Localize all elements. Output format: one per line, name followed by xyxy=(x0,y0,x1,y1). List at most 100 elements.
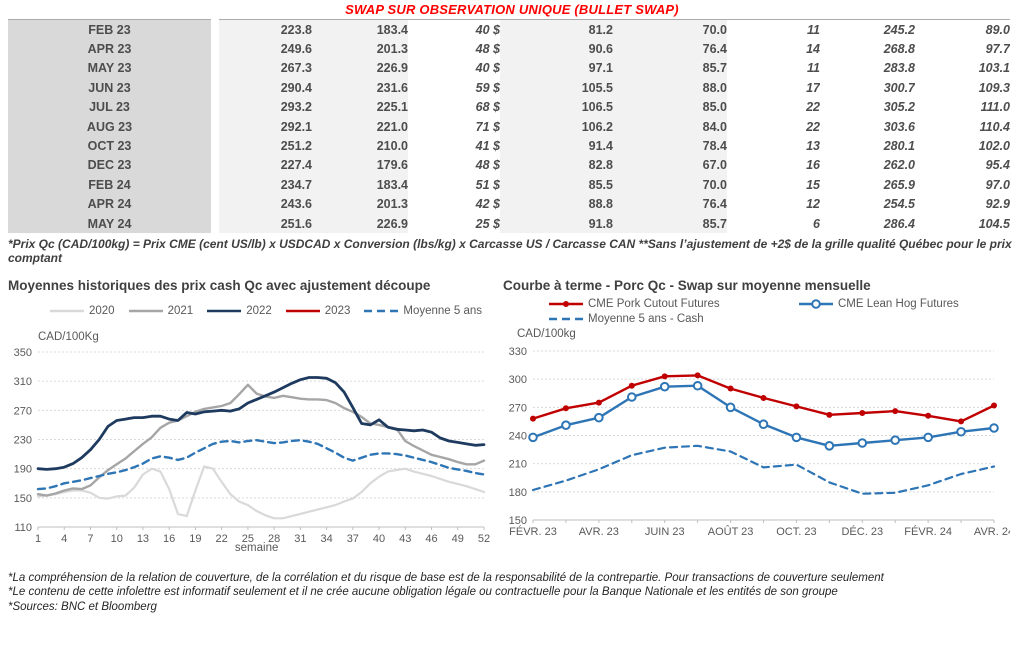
legend-item-cme-pork-cutout-futures: CME Pork Cutout Futures xyxy=(549,298,799,310)
x-tick-label: 31 xyxy=(294,533,306,545)
value-cell-c2: 183.4 xyxy=(312,175,408,195)
value-cell-c2: 226.9 xyxy=(312,58,408,79)
legend-item-cme-lean-hog-futures: CME Lean Hog Futures xyxy=(799,298,1024,310)
x-tick-label: 10 xyxy=(111,533,123,545)
value-cell-c5: 70.0 xyxy=(613,175,727,195)
value-cell-c5: 70.0 xyxy=(613,19,727,40)
data-point xyxy=(628,382,635,389)
x-tick-label: 22 xyxy=(216,533,228,545)
table-row: APR 23 249.6 201.3 48 $90.6 76.4 14 268.8 97.7 xyxy=(8,39,1010,59)
value-cell-c3: 40 $ xyxy=(408,19,500,40)
value-cell-c3: 41 $ xyxy=(408,136,500,156)
footnote-sources: *Sources: BNC et Bloomberg xyxy=(8,601,157,614)
legend-swatch xyxy=(799,298,833,309)
legend-swatch xyxy=(128,309,163,312)
charts-row: Moyennes historiques des prix cash Qc av… xyxy=(0,278,1024,558)
value-cell-c2: 225.1 xyxy=(312,97,408,117)
value-cell-c6: 17 xyxy=(727,78,820,98)
x-tick-label: AOÛT 23 xyxy=(708,525,754,538)
value-cell-c7: 280.1 xyxy=(820,136,915,156)
y-tick-label: 190 xyxy=(14,463,32,475)
value-cell-c5: 88.0 xyxy=(613,78,727,98)
value-cell-c5: 85.7 xyxy=(613,58,727,79)
data-point xyxy=(793,403,800,410)
legend-item-moyenne-5-ans: Moyenne 5 ans xyxy=(364,305,482,317)
value-cell-c1: 249.6 xyxy=(215,39,312,59)
table-row: JUL 23 293.2 225.1 68 $106.5 85.0 22 305.2 111.… xyxy=(8,97,1010,117)
data-point xyxy=(727,385,734,392)
x-tick-label: 19 xyxy=(189,533,201,545)
value-cell-c1: 234.7 xyxy=(215,175,312,195)
value-cell-c8: 92.9 xyxy=(915,194,1010,214)
value-cell-c1: 292.1 xyxy=(215,116,312,137)
footnote-disclaimer-1: *La compréhension de la relation de couv… xyxy=(8,571,884,584)
legend-swatch xyxy=(364,309,399,312)
month-cell: APR 23 xyxy=(8,39,219,59)
value-cell-c3: 25 $ xyxy=(408,213,500,234)
y-axis-unit-right: CAD/100kg xyxy=(517,327,576,340)
x-tick-label: FÉVR. 23 xyxy=(509,525,557,538)
value-cell-c4: 106.5 xyxy=(500,97,613,117)
table-row: APR 24 243.6 201.3 42 $88.8 76.4 12 254.5 92.9 xyxy=(8,194,1010,214)
value-cell-c4: 105.5 xyxy=(500,78,613,98)
value-cell-c4: 91.8 xyxy=(500,213,613,234)
month-cell: APR 24 xyxy=(8,194,219,214)
x-tick-label: AVR. 23 xyxy=(579,526,619,538)
x-tick-label: 46 xyxy=(425,533,437,545)
y-tick-label: 180 xyxy=(509,486,527,498)
data-point xyxy=(923,432,933,442)
value-cell-c1: 290.4 xyxy=(215,78,312,98)
table-row: JUN 23 290.4 231.6 59 $105.5 88.0 17 300.7 109.… xyxy=(8,78,1010,98)
weekly-price-line-chart: 110 150 190 230 270 310 350 1 4 7 10 13 16 19 22 25 28 31… xyxy=(14,347,490,554)
value-cell-c6: 14 xyxy=(727,39,820,59)
data-point xyxy=(857,437,868,448)
value-cell-c3: 51 $ xyxy=(408,175,500,195)
series-line-2021 xyxy=(36,383,486,497)
y-tick-label: 310 xyxy=(14,376,32,388)
month-cell: OCT 23 xyxy=(8,136,219,156)
y-tick-label: 210 xyxy=(509,458,527,470)
series-line-2020 xyxy=(36,465,486,520)
value-cell-c7: 245.2 xyxy=(820,19,915,40)
forward-curve-chart: Courbe à terme - Porc Qc - Swap sur moye… xyxy=(503,278,1020,558)
value-cell-c2: 183.4 xyxy=(312,19,408,40)
data-point xyxy=(859,409,866,416)
value-cell-c6: 11 xyxy=(727,58,820,79)
value-cell-c2: 179.6 xyxy=(312,155,408,176)
x-tick-label: 52 xyxy=(478,533,490,545)
data-point xyxy=(791,432,802,442)
value-cell-c8: 97.7 xyxy=(915,39,1010,59)
value-cell-c8: 110.4 xyxy=(915,116,1010,137)
value-cell-c2: 201.3 xyxy=(312,39,408,59)
data-point xyxy=(826,411,833,418)
x-tick-label: FÉVR. 24 xyxy=(904,525,952,538)
legend-swatch xyxy=(207,309,242,312)
footnote-disclaimer-2: *Le contenu de cette infolettre est info… xyxy=(8,586,838,599)
x-tick-label: 37 xyxy=(347,533,359,545)
value-cell-c7: 286.4 xyxy=(820,213,915,234)
table-row: FEB 24 234.7 183.4 51 $85.5 70.0 15 265.9 97.0 xyxy=(8,175,1010,195)
data-point xyxy=(562,404,569,411)
value-cell-c6: 12 xyxy=(727,194,820,214)
data-point xyxy=(661,372,668,379)
data-point xyxy=(692,380,703,391)
footnotes-block: *La compréhension de la relation de couv… xyxy=(8,571,1016,615)
data-point xyxy=(989,422,999,433)
legend-item-2022: 2022 xyxy=(207,305,272,317)
value-cell-c1: 243.6 xyxy=(215,194,312,214)
x-tick-label: 25 xyxy=(242,533,254,545)
page-title: SWAP SUR OBSERVATION UNIQUE (BULLET SWAP… xyxy=(345,2,679,17)
historical-cash-price-chart: Moyennes historiques des prix cash Qc av… xyxy=(8,278,500,558)
value-cell-c6: 22 xyxy=(727,116,820,137)
chart-legend-right: CME Pork Cutout Futures CME Lean Hog Futu… xyxy=(549,298,1020,325)
x-tick-label: 40 xyxy=(373,533,385,545)
value-cell-c4: 85.5 xyxy=(500,175,613,195)
value-cell-c8: 109.3 xyxy=(915,78,1010,98)
chart-title-left: Moyennes historiques des prix cash Qc av… xyxy=(8,277,431,293)
value-cell-c7: 268.8 xyxy=(820,39,915,59)
value-cell-c3: 59 $ xyxy=(408,78,500,98)
legend-item-2020: 2020 xyxy=(50,305,115,317)
legend-swatch xyxy=(549,300,583,307)
value-cell-c5: 76.4 xyxy=(613,194,727,214)
